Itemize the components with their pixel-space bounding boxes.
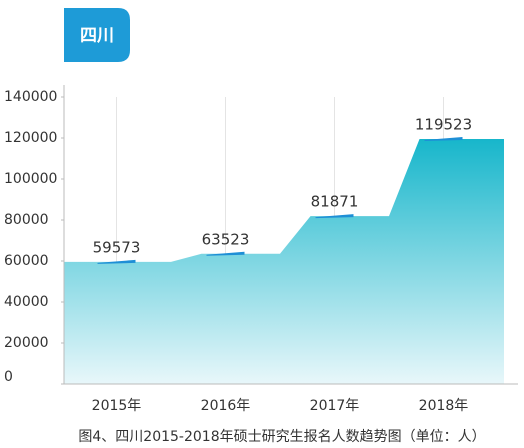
y-tick-label: 80000: [4, 212, 49, 228]
x-tick-label: 2018年: [419, 398, 469, 414]
value-marker: [424, 136, 463, 141]
value-marker: [97, 259, 136, 264]
value-label: 81871: [311, 193, 359, 211]
value-marker: [315, 214, 354, 219]
value-label: 63523: [202, 230, 250, 248]
y-tick-label: 120000: [4, 130, 57, 146]
y-tick-label: 20000: [4, 335, 49, 351]
y-tick-label: 40000: [4, 294, 49, 310]
x-tick-label: 2017年: [310, 398, 360, 414]
title-badge: [64, 8, 130, 62]
x-tick-label: 2015年: [92, 398, 142, 414]
area: [64, 138, 504, 384]
y-tick-label: 60000: [4, 253, 49, 269]
caption: 图4、四川2015-2018年硕士研究生报名人数趋势图（单位：人）: [78, 429, 485, 445]
y-tick-label: 0: [4, 369, 13, 385]
value-label: 59573: [93, 238, 141, 256]
y-tick-label: 100000: [4, 171, 57, 187]
x-tick-label: 2016年: [201, 398, 251, 414]
value-marker: [206, 251, 245, 256]
chart-title: 四川: [80, 26, 114, 46]
value-label: 119523: [415, 115, 472, 133]
y-tick-label: 140000: [4, 89, 57, 105]
